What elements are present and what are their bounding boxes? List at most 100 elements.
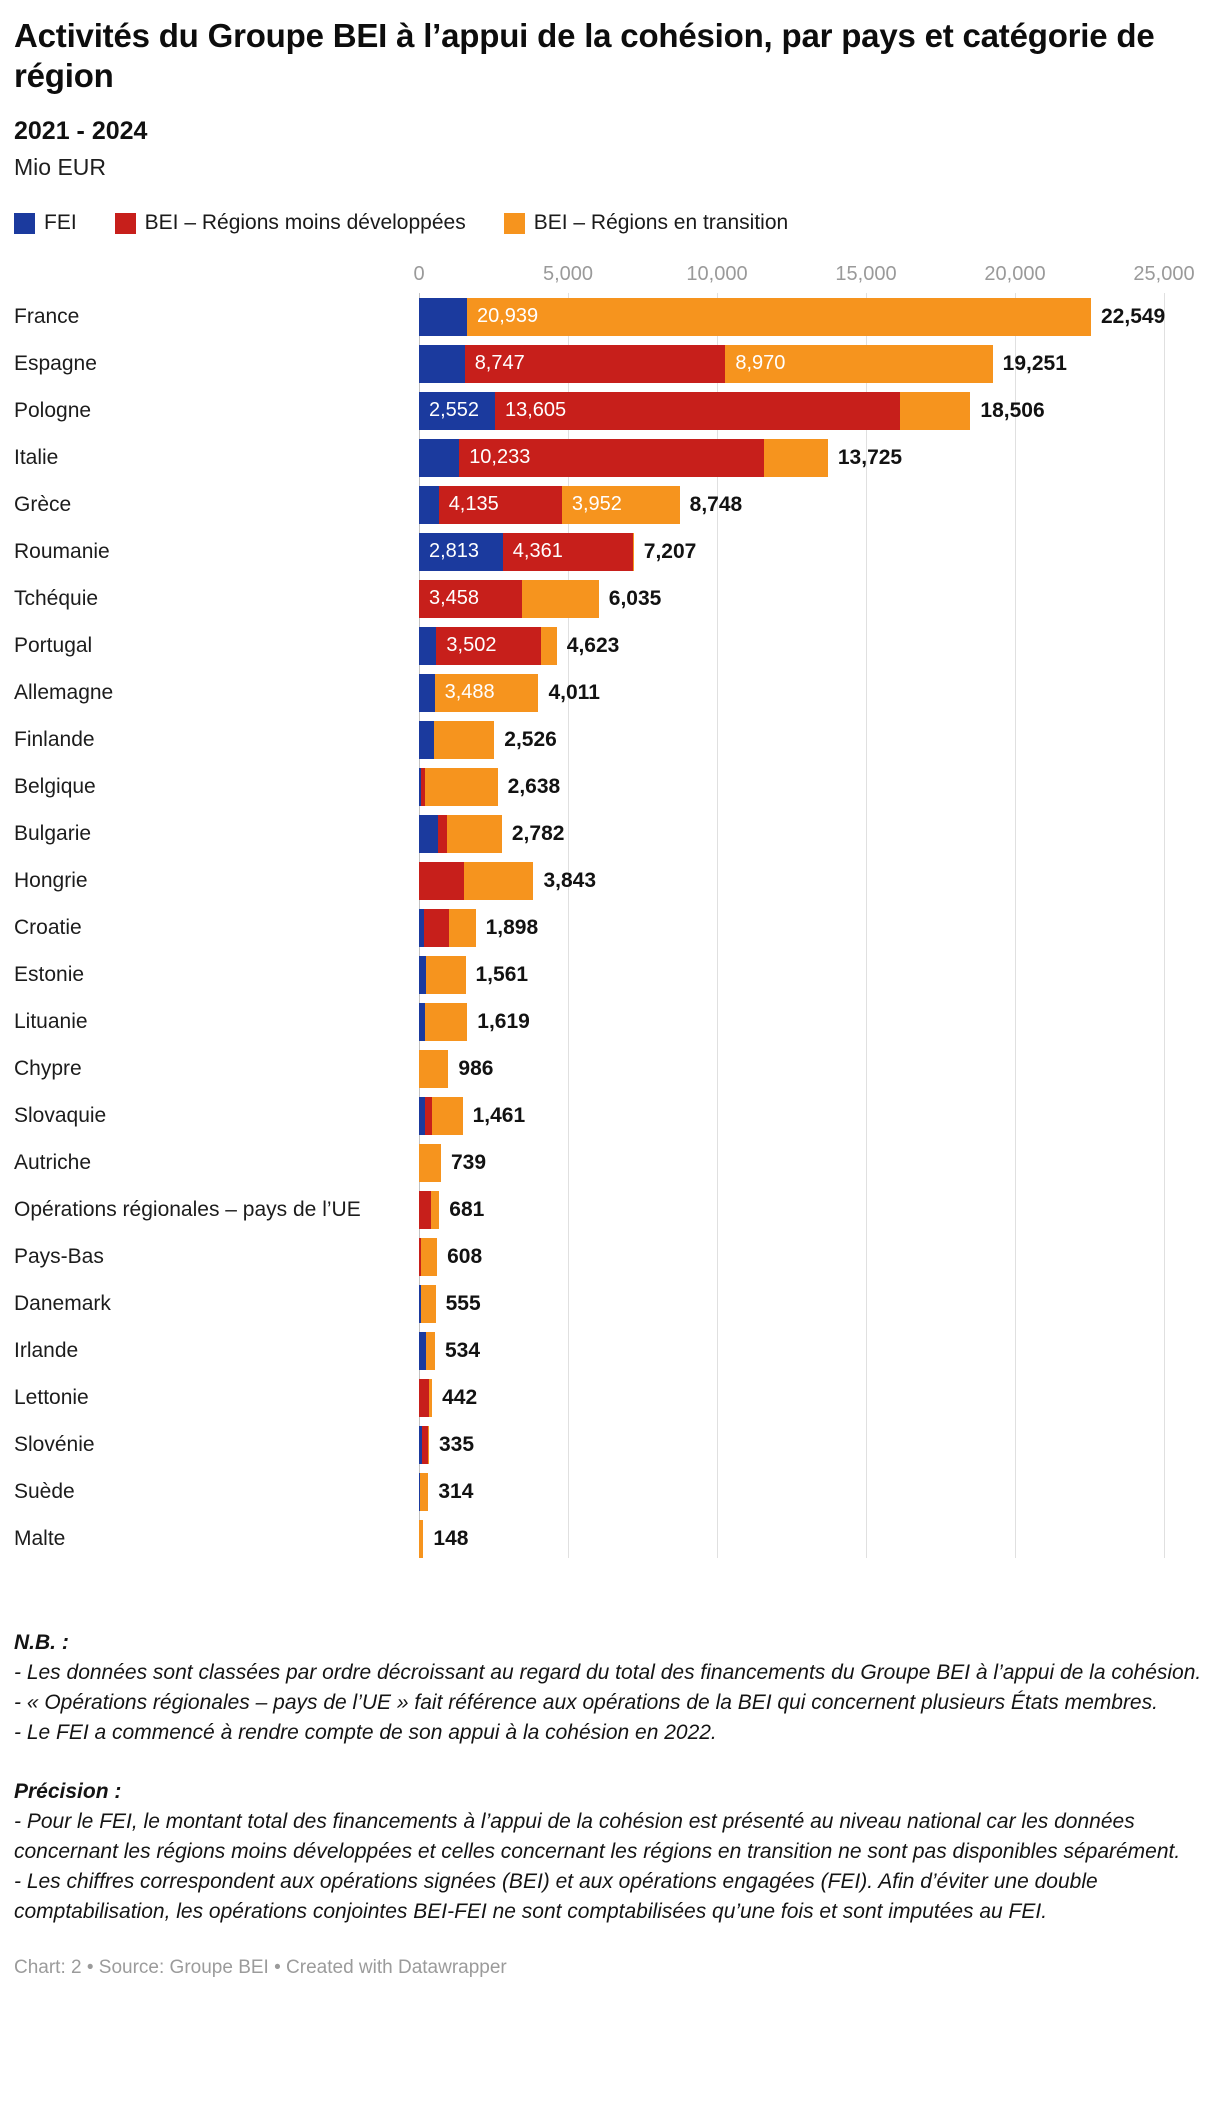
gridline [1015, 293, 1016, 1559]
chart-row: Roumanie 2,813 4,361 7,207 [14, 528, 1204, 575]
bar-area: 335 [419, 1425, 1164, 1464]
country-label: Tchéquie [14, 586, 99, 610]
chart-row: Grèce 4,135 3,952 8,748 [14, 481, 1204, 528]
segment-value-label: 3,952 [571, 493, 622, 516]
bar-segment-transition [429, 1378, 433, 1417]
country-label: Slovénie [14, 1432, 95, 1456]
segment-value-label: 3,458 [429, 587, 480, 610]
bar-segment-transition: 8,970 [725, 344, 993, 383]
total-value-label: 1,619 [477, 1009, 530, 1033]
chart-row: Irlande 534 [14, 1327, 1204, 1374]
bar-segment-transition [419, 1519, 424, 1558]
total-value-label: 739 [451, 1150, 487, 1174]
bar-segment-less_developed [419, 1190, 431, 1229]
page-title: Activités du Groupe BEI à l’appui de la … [14, 17, 1155, 94]
bar-segment-less_developed [424, 908, 450, 947]
total-value-label: 18,506 [980, 398, 1045, 422]
chart-row: Pologne 2,552 13,605 18,506 [14, 387, 1204, 434]
total-value-label: 555 [445, 1291, 481, 1315]
total-value-label: 4,623 [566, 633, 620, 657]
total-value-label: 314 [438, 1479, 474, 1503]
unit-label: Mio EUR [14, 154, 107, 181]
chart-row: Allemagne 3,488 4,011 [14, 669, 1204, 716]
country-label: Croatie [14, 915, 82, 939]
bar-segment-fei [419, 297, 467, 336]
note-line: - Les chiffres correspondent aux opérati… [14, 1869, 1098, 1923]
country-label: Hongrie [14, 868, 88, 892]
country-label: Estonie [14, 962, 85, 986]
country-label: Grèce [14, 492, 72, 516]
bar-area: 1,619 [419, 1002, 1164, 1041]
segment-value-label: 3,502 [446, 634, 497, 657]
legend-swatch-transition [503, 212, 525, 234]
stacked-bar: 2,552 13,605 [419, 391, 971, 430]
bar-area: 2,782 [419, 814, 1164, 853]
gridline [1164, 293, 1165, 1559]
bar-segment-fei [419, 908, 425, 947]
bar-segment-fei: 2,552 [419, 391, 495, 430]
bar-area: 608 [419, 1237, 1164, 1276]
country-label: Chypre [14, 1056, 82, 1080]
chart-row: France 20,939 22,549 [14, 293, 1204, 340]
bar-segment-fei [419, 1331, 426, 1370]
stacked-bar [419, 720, 495, 759]
notes: N.B. : - Les données sont classées par o… [14, 1628, 1204, 1926]
bar-segment-less_developed [421, 1425, 428, 1464]
chart-row: Autriche 739 [14, 1139, 1204, 1186]
bar-area: 681 [419, 1190, 1164, 1229]
country-label: Slovaquie [14, 1103, 107, 1127]
axis-tick: 5,000 [542, 263, 594, 286]
footer-credit: Chart: 2 • Source: Groupe BEI • Created … [14, 1956, 507, 1978]
stacked-bar [419, 908, 476, 947]
plot-area: France 20,939 22,549 Espagne 8,747 8,970 19,25… [14, 293, 1204, 1562]
nb-heading: N.B. : [14, 1631, 69, 1655]
bar-segment-transition [449, 908, 476, 947]
country-label: Danemark [14, 1291, 111, 1315]
precision-block: Précision : - Pour le FEI, le montant to… [14, 1777, 1204, 1926]
bar-segment-fei [419, 673, 435, 712]
bar-segment-transition [425, 1002, 468, 1041]
bar-area: 3,843 [419, 861, 1164, 900]
note-line: - Le FEI a commencé à rendre compte de s… [14, 1720, 717, 1744]
total-value-label: 22,549 [1101, 304, 1166, 328]
stacked-bar [419, 1049, 449, 1088]
bar-segment-fei [419, 1002, 425, 1041]
chart-row: Hongrie 3,843 [14, 857, 1204, 904]
total-value-label: 608 [447, 1244, 483, 1268]
total-value-label: 4,011 [548, 680, 600, 704]
bar-segment-fei [419, 1284, 422, 1323]
legend-swatch-fei [14, 212, 35, 234]
bar-segment-transition [425, 1331, 435, 1370]
bar-area: 3,458 6,035 [419, 579, 1164, 618]
chart-row: Belgique 2,638 [14, 763, 1204, 810]
bar-segment-less_developed [425, 1096, 433, 1135]
period-subtitle: 2021 - 2024 [14, 117, 148, 146]
note-line: - Pour le FEI, le montant total des fina… [14, 1810, 1181, 1864]
segment-value-label: 2,813 [429, 540, 480, 563]
total-value-label: 6,035 [608, 586, 662, 610]
bar-area: 739 [419, 1143, 1164, 1182]
bar-segment-less_developed: 8,747 [464, 344, 726, 383]
bar-segment-fei [419, 485, 439, 524]
total-value-label: 1,461 [472, 1103, 526, 1127]
chart-row: Finlande 2,526 [14, 716, 1204, 763]
segment-value-label: 8,970 [735, 352, 786, 375]
bar-segment-transition [432, 1096, 463, 1135]
bar-segment-less_developed [438, 814, 447, 853]
chart-row: Estonie 1,561 [14, 951, 1204, 998]
stacked-bar [419, 1002, 468, 1041]
chart-row: Opérations régionales – pays de l’UE 681 [14, 1186, 1204, 1233]
total-value-label: 681 [449, 1197, 485, 1221]
stacked-bar: 8,747 8,970 [419, 344, 993, 383]
bar-area: 2,813 4,361 7,207 [419, 532, 1164, 571]
nb-block: N.B. : - Les données sont classées par o… [14, 1628, 1204, 1747]
country-label: Opérations régionales – pays de l’UE [14, 1197, 361, 1221]
bar-segment-less_developed: 13,605 [495, 391, 901, 430]
legend-item-less_developed: BEI – Régions moins développées [114, 211, 466, 235]
stacked-bar: 10,233 [419, 438, 828, 477]
segment-value-label: 20,939 [477, 305, 539, 328]
country-label: Lituanie [14, 1009, 88, 1033]
bar-segment-transition [446, 814, 502, 853]
chart-row: Malte 148 [14, 1515, 1204, 1562]
bar-segment-less_developed: 3,502 [436, 626, 541, 665]
